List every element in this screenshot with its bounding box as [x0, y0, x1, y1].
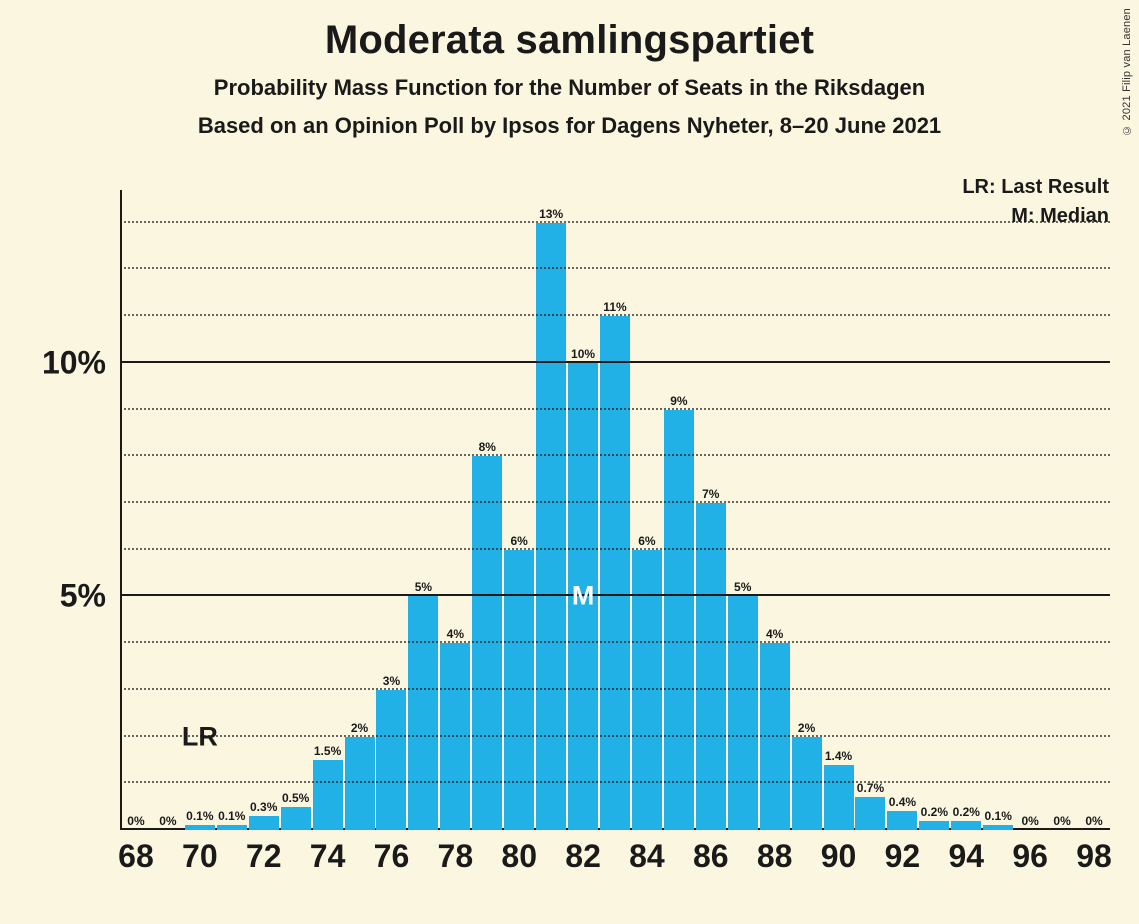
bar-value-label: 0.1% [186, 809, 213, 823]
bar-value-label: 13% [539, 207, 563, 221]
bar-value-label: 2% [798, 721, 815, 735]
bar: 0.7% [855, 797, 885, 830]
bar-value-label: 7% [702, 487, 719, 501]
bar: 9% [664, 410, 694, 830]
bar-value-label: 0.1% [218, 809, 245, 823]
annotation-median: M [572, 581, 595, 612]
gridline-minor [120, 641, 1110, 643]
chart-subtitle: Probability Mass Function for the Number… [0, 75, 1139, 101]
bar-value-label: 6% [638, 534, 655, 548]
bar-value-label: 9% [670, 394, 687, 408]
x-tick-label: 92 [885, 838, 921, 875]
bar-value-label: 5% [415, 580, 432, 594]
bar: 1.5% [313, 760, 343, 830]
bar: 6% [504, 550, 534, 830]
copyright-text: © 2021 Filip van Laenen [1121, 8, 1133, 136]
chart-title: Moderata samlingspartiet [0, 18, 1139, 63]
bar: 3% [376, 690, 406, 830]
x-tick-label: 80 [501, 838, 537, 875]
x-tick-label: 78 [438, 838, 474, 875]
bar-value-label: 0% [159, 814, 176, 828]
bar: 1.4% [824, 765, 854, 830]
bar-value-label: 0% [1085, 814, 1102, 828]
bar-value-label: 0.4% [889, 795, 916, 809]
title-block: Moderata samlingspartiet Probability Mas… [0, 0, 1139, 139]
bar-value-label: 2% [351, 721, 368, 735]
gridline-minor [120, 781, 1110, 783]
x-tick-label: 88 [757, 838, 793, 875]
gridline-minor [120, 688, 1110, 690]
bar: 6% [632, 550, 662, 830]
bar-value-label: 11% [603, 300, 626, 314]
y-tick-label: 10% [42, 344, 106, 381]
x-tick-label: 76 [374, 838, 410, 875]
bar-value-label: 4% [766, 627, 783, 641]
plot-area: 0%0%0.1%0.1%0.3%0.5%1.5%2%3%5%4%8%6%13%1… [120, 190, 1110, 830]
gridline-minor [120, 314, 1110, 316]
bar-value-label: 3% [383, 674, 400, 688]
x-tick-label: 96 [1012, 838, 1048, 875]
gridline-minor [120, 454, 1110, 456]
x-axis-labels: 68 70 72 74 76 78 80 82 84 86 88 90 92 94 96 98 [120, 838, 1110, 898]
x-tick-label: 74 [310, 838, 346, 875]
x-tick-label: 68 [118, 838, 154, 875]
annotation-last-result: LR [182, 721, 218, 752]
bar: 0.2% [951, 821, 981, 830]
bar: 0.1% [983, 825, 1013, 830]
chart-source: Based on an Opinion Poll by Ipsos for Da… [0, 113, 1139, 139]
x-tick-label: 70 [182, 838, 218, 875]
gridline-minor [120, 548, 1110, 550]
x-tick-label: 72 [246, 838, 282, 875]
gridline-minor [120, 735, 1110, 737]
gridline-minor [120, 408, 1110, 410]
x-tick-label: 82 [565, 838, 601, 875]
bar-value-label: 0% [1053, 814, 1070, 828]
gridline-minor [120, 501, 1110, 503]
bar: 0.2% [919, 821, 949, 830]
x-tick-label: 90 [821, 838, 857, 875]
bar: 0.3% [249, 816, 279, 830]
bar: 0.5% [281, 807, 311, 830]
bar-value-label: 10% [571, 347, 595, 361]
bar-value-label: 1.4% [825, 749, 852, 763]
bar-value-label: 0.2% [953, 805, 980, 819]
x-tick-label: 84 [629, 838, 665, 875]
bar: 5% [728, 596, 758, 830]
bar: 11% [600, 316, 630, 830]
y-tick-label: 5% [60, 578, 106, 615]
bar: 5% [408, 596, 438, 830]
bar-value-label: 8% [479, 440, 496, 454]
bar: 0.1% [217, 825, 247, 830]
x-tick-label: 98 [1076, 838, 1112, 875]
bar-value-label: 1.5% [314, 744, 341, 758]
bar: 0.1% [185, 825, 215, 830]
bar: 0.4% [887, 811, 917, 830]
x-tick-label: 94 [948, 838, 984, 875]
bar-value-label: 0% [127, 814, 144, 828]
bar: 8% [472, 456, 502, 830]
gridline-major [120, 361, 1110, 363]
gridline-minor [120, 221, 1110, 223]
bar-value-label: 6% [511, 534, 528, 548]
bar-value-label: 4% [447, 627, 464, 641]
bar-value-label: 0.2% [921, 805, 948, 819]
x-tick-label: 86 [693, 838, 729, 875]
bar-value-label: 0% [1021, 814, 1038, 828]
bar-value-label: 5% [734, 580, 751, 594]
bar-value-label: 0.5% [282, 791, 309, 805]
bar-value-label: 0.7% [857, 781, 884, 795]
bar-value-label: 0.1% [985, 809, 1012, 823]
bar-value-label: 0.3% [250, 800, 277, 814]
gridline-major [120, 594, 1110, 596]
gridline-minor [120, 267, 1110, 269]
